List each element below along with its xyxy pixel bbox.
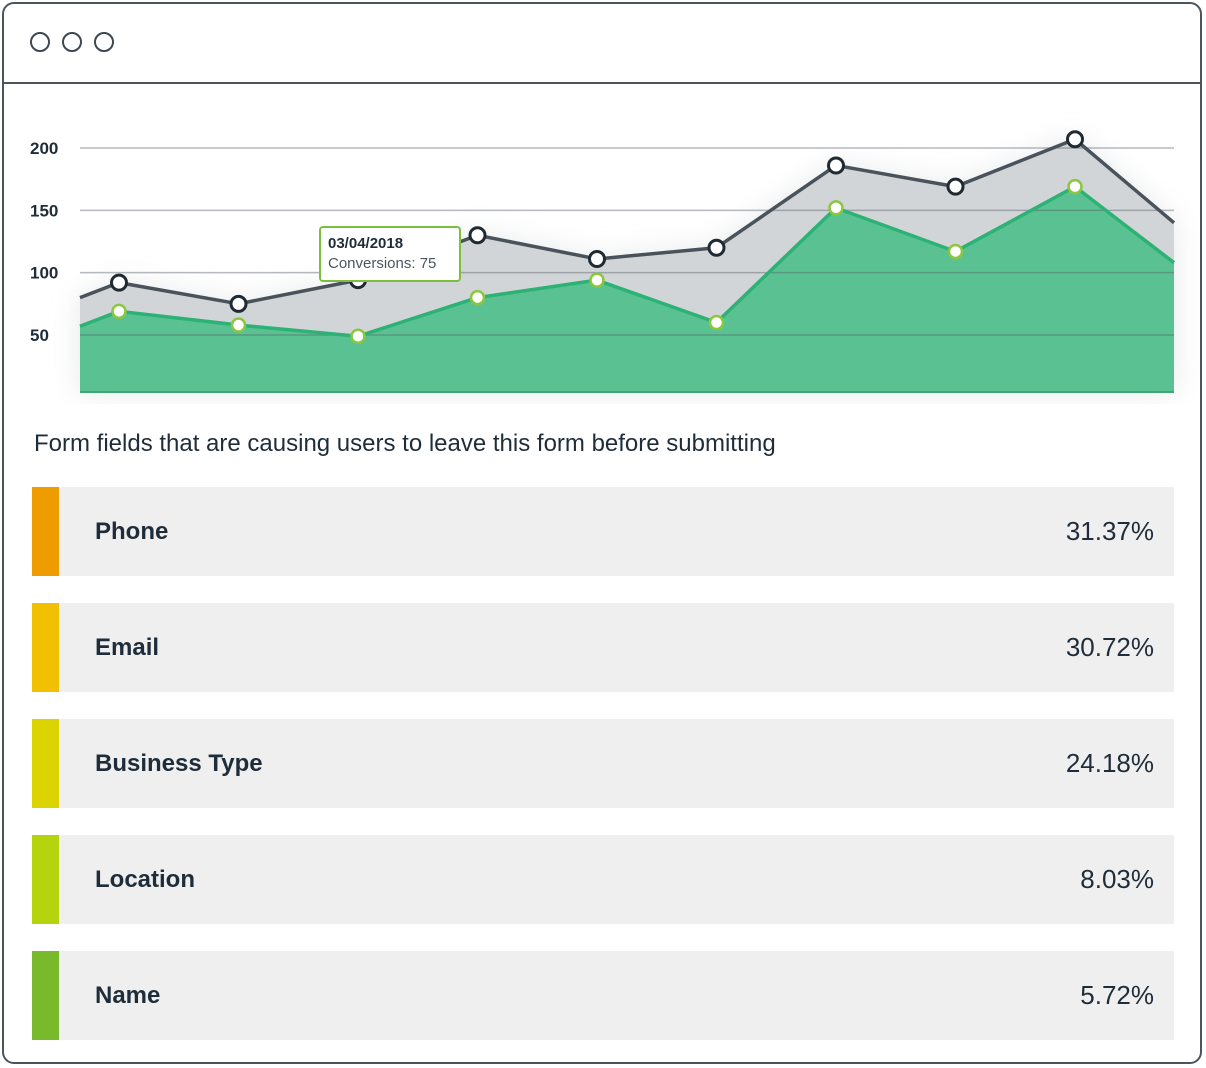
field-color-swatch [32,951,59,1040]
tooltip-date: 03/04/2018 [328,235,404,252]
y-tick-label: 50 [30,326,49,345]
field-percentage: 24.18% [1065,748,1154,778]
title-bar [4,4,1200,84]
series-1-point [229,294,248,313]
field-color-swatch [32,835,59,924]
field-row-email[interactable]: Email 30.72% [32,603,1174,692]
window-control-dot-1[interactable] [30,32,50,52]
field-list: Phone 31.37% Email 30.72% Business Type … [32,487,1174,1062]
series-1-point [110,273,128,292]
series-2-point [350,328,366,344]
field-percentage: 5.72% [1080,980,1154,1010]
series-1-point [946,177,965,196]
field-color-swatch [32,719,59,808]
field-row-business-type[interactable]: Business Type 24.18% [32,719,1174,808]
conversions-chart: 50 100 150 200 03/04/2018 Conversions: 75 [4,84,1200,404]
series-2-point [589,272,605,288]
section-title: Form fields that are causing users to le… [34,430,776,457]
field-label: Phone [95,518,169,545]
y-tick-label: 100 [30,264,58,283]
field-label: Business Type [95,750,263,777]
chart-svg: 50 100 150 200 [30,130,1176,393]
field-label: Email [95,634,160,661]
series-2-point [828,200,844,216]
series-1-point [468,226,487,245]
series-1-point [827,156,845,175]
field-label: Location [95,866,195,893]
y-tick-label: 150 [30,201,58,220]
chart-tooltip: 03/04/2018 Conversions: 75 [319,226,461,282]
y-tick-label: 200 [30,139,58,158]
field-percentage: 30.72% [1065,632,1154,662]
window-control-dot-2[interactable] [62,32,82,52]
series-2-point [947,243,964,260]
series-2-point [1067,178,1083,195]
series-2-point [111,303,127,320]
field-percentage: 8.03% [1080,864,1154,894]
series-2-point [469,289,486,306]
field-label: Name [95,982,161,1009]
tooltip-value: Conversions: 75 [328,255,437,272]
window-control-dot-3[interactable] [94,32,114,52]
series-2-point [708,314,725,331]
field-row-phone[interactable]: Phone 31.37% [32,487,1174,576]
series-2-point [230,317,247,333]
field-row-name[interactable]: Name 5.72% [32,951,1174,1040]
series-1-point [707,238,726,257]
series-1-point [588,249,606,268]
series-1-point [1066,130,1084,149]
field-percentage: 31.37% [1065,516,1154,546]
field-color-swatch [32,487,59,576]
field-color-swatch [32,603,59,692]
field-row-location[interactable]: Location 8.03% [32,835,1174,924]
